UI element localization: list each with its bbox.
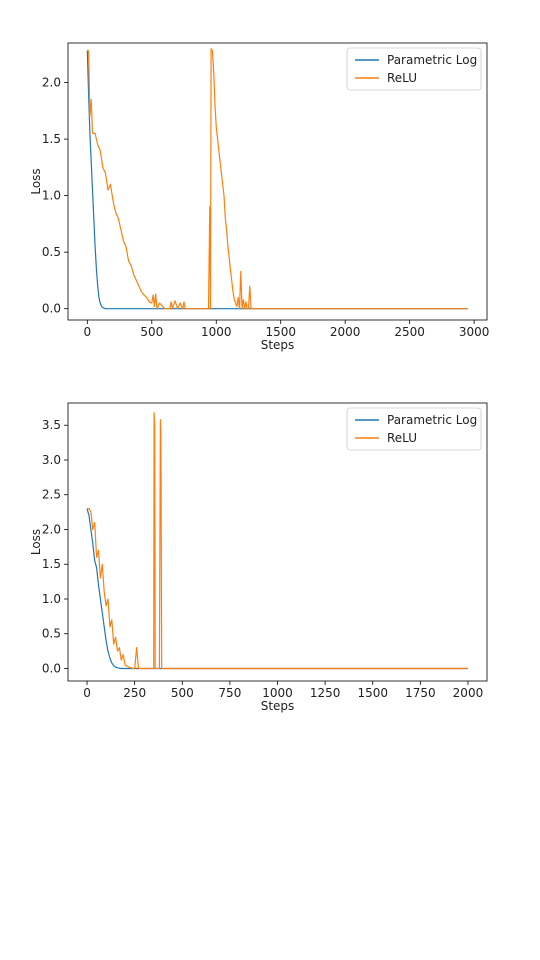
loss-chart-top: 0 500 1000 1500 2000 2500 3000 0.0 0.5 1.0 1.5 2.0 S… (0, 30, 540, 360)
y-tick-label: 0.0 (42, 661, 61, 675)
x-tick-label: 1500 (357, 686, 388, 700)
x-tick-label: 1750 (405, 686, 436, 700)
x-tick-label: 2500 (394, 325, 425, 339)
x-axis-label: Steps (261, 338, 295, 352)
y-tick-label: 0.0 (42, 302, 61, 316)
chart-svg: 0 250 500 750 1000 1250 1500 1750 2000 0.0 0.5 1.0 1… (29, 402, 488, 713)
legend: Parametric Log ReLU (346, 47, 482, 91)
loss-chart-bottom: 0 250 500 750 1000 1250 1500 1750 2000 0.0 0.5 1.0 1… (0, 390, 540, 720)
y-tick-label: 2.5 (42, 488, 61, 502)
x-tick-label: 2000 (453, 686, 484, 700)
legend: Parametric Log ReLU (346, 407, 482, 451)
x-tick-label: 1250 (310, 686, 341, 700)
y-tick-label: 1.0 (42, 592, 61, 606)
x-tick-label: 500 (171, 686, 194, 700)
y-tick-label: 2.0 (42, 522, 61, 536)
x-tick-label: 500 (140, 325, 163, 339)
x-tick-label: 1500 (265, 325, 296, 339)
y-tick-label: 1.5 (42, 132, 61, 146)
series-line-relu (86, 48, 468, 310)
x-tick-label: 1000 (201, 325, 232, 339)
legend-label: Parametric Log (387, 53, 477, 67)
y-tick-label: 3.0 (42, 453, 61, 467)
plot-frame (67, 42, 488, 321)
series-line-parametric-log (86, 50, 468, 310)
x-tick-label: 1000 (262, 686, 293, 700)
x-tick-label: 0 (84, 325, 92, 339)
y-axis-label: Loss (29, 529, 43, 555)
legend-label: ReLU (387, 431, 417, 445)
series-line-parametric-log (86, 508, 468, 670)
legend-label: Parametric Log (387, 413, 477, 427)
x-axis-label: Steps (261, 699, 295, 713)
legend-label: ReLU (387, 71, 417, 85)
y-tick-label: 0.5 (42, 245, 61, 259)
y-tick-label: 2.0 (42, 76, 61, 90)
y-tick-label: 0.5 (42, 627, 61, 641)
x-tick-label: 3000 (459, 325, 490, 339)
y-tick-label: 3.5 (42, 418, 61, 432)
x-tick-label: 0 (83, 686, 91, 700)
series-line-relu (87, 412, 468, 670)
y-tick-label: 1.5 (42, 557, 61, 571)
chart-svg: 0 500 1000 1500 2000 2500 3000 0.0 0.5 1.0 1.5 2.0 S… (29, 42, 490, 352)
x-tick-label: 250 (123, 686, 146, 700)
x-tick-label: 750 (218, 686, 241, 700)
y-axis-label: Loss (29, 168, 43, 194)
y-tick-label: 1.0 (42, 189, 61, 203)
x-tick-label: 2000 (330, 325, 361, 339)
